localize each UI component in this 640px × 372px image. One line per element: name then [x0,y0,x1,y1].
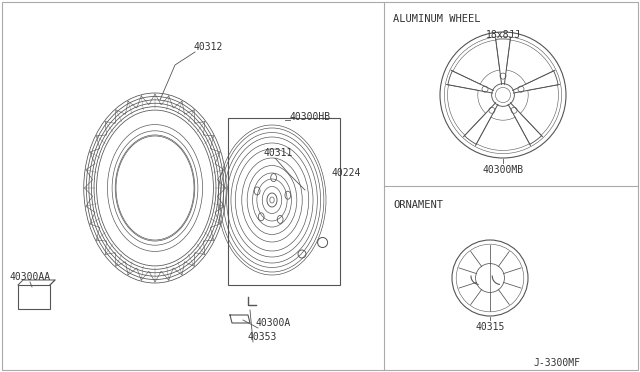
Text: 40300MB: 40300MB [483,165,524,175]
Text: 40300AA: 40300AA [10,272,51,282]
Text: 40300HB: 40300HB [290,112,331,122]
Text: J-3300MF: J-3300MF [533,358,580,368]
Text: 40311: 40311 [263,148,292,158]
Text: 40315: 40315 [476,322,505,332]
Bar [228,118,340,285]
Text: 18x8JJ: 18x8JJ [485,30,520,40]
Bar [18,285,50,309]
Text: 40224: 40224 [332,168,362,178]
Text: 40300A: 40300A [255,318,291,328]
Text: 40312: 40312 [193,42,222,52]
Text: 40353: 40353 [248,332,277,342]
Text: ORNAMENT: ORNAMENT [393,200,443,210]
Text: ALUMINUM WHEEL: ALUMINUM WHEEL [393,14,481,24]
